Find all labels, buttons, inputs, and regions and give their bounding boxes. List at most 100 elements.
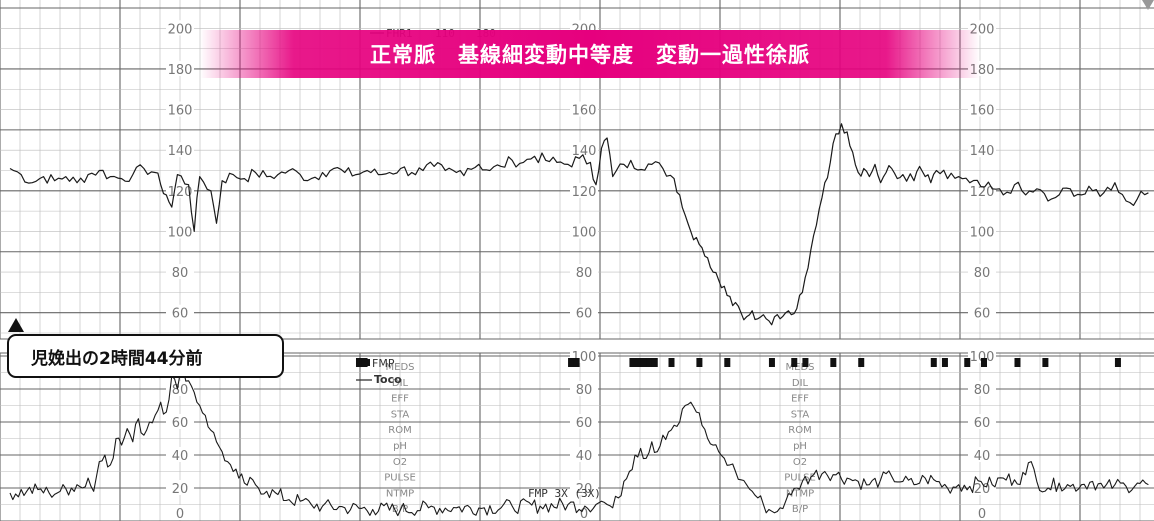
tick-label-toco: 0 [580,507,588,521]
fmp-mark [696,358,703,367]
tick-bg [570,182,598,198]
pointer-triangle [8,318,24,332]
tick-label-fhr: 120 [970,185,995,200]
tick-label-toco: 80 [576,383,593,398]
tick-label-fhr: 140 [572,144,597,159]
tick-label-toco: 0 [978,507,986,521]
tick-bg [968,447,996,462]
fmp-mark [573,358,580,367]
tick-bg [570,223,598,239]
fmp-note: FMP 3X (3X) [528,487,601,500]
tick-bg [570,447,598,462]
tick-bg [166,223,194,239]
tick-label-fhr: 200 [168,22,193,37]
side-label: B/P [792,504,808,515]
tick-bg [166,142,194,158]
corner-marker [1142,0,1154,10]
tick-label-toco: 80 [172,383,189,398]
side-label: DIL [792,378,809,389]
time-label-text: 児娩出の2時間44分前 [31,348,203,369]
tick-bg [968,101,996,117]
chart-tick-labels: 2001801601401201008060200180160140120100… [166,20,996,521]
tick-label-fhr: 140 [168,144,193,159]
tick-label-fhr: 80 [172,266,189,281]
fmp-mark [830,358,837,367]
tick-label-toco: 60 [576,416,593,431]
tick-bg [166,101,194,117]
tick-label-fhr: 160 [572,104,597,119]
tick-bg [166,414,194,429]
fmp-mark [1114,358,1121,367]
side-label: PULSE [384,473,416,484]
tick-bg [166,447,194,462]
tick-label-fhr: 180 [168,63,193,78]
toco-trace [9,367,1149,517]
tick-bg [570,381,598,396]
tick-label-fhr: 80 [576,266,593,281]
tick-bg [570,414,598,429]
side-label: pH [793,441,807,452]
fmp-mark [941,358,948,367]
tick-label-toco: 20 [974,482,991,497]
tick-label-toco: 0 [176,507,184,521]
tick-bg [968,480,996,495]
chart-series [9,123,1149,517]
tick-label-fhr: 120 [572,185,597,200]
tick-bg [968,304,996,320]
tick-bg [166,304,194,320]
tick-label-toco: 100 [970,350,995,365]
tick-label-toco: 20 [576,482,593,497]
side-label: O2 [793,457,807,468]
tick-label-toco: 40 [974,449,991,464]
tick-bg [968,223,996,239]
tick-label-fhr: 100 [168,225,193,240]
side-label: EFF [791,394,809,405]
tick-bg [166,182,194,198]
tick-label-fhr: 160 [970,104,995,119]
fmp-mark [724,358,731,367]
tick-bg [166,480,194,495]
side-label: DIL [392,378,409,389]
side-label: ROM [388,425,411,436]
legend-fmp: FMP [372,357,395,370]
tick-bg [968,142,996,158]
time-label-box: 児娩出の2時間44分前 [7,334,284,378]
fmp-mark [791,358,798,367]
tick-label-fhr: 160 [168,104,193,119]
fmp-mark [768,358,775,367]
fmp-mark [651,358,658,367]
side-label: MEDS [786,362,815,373]
side-label: STA [791,409,810,420]
fmp-mark [635,358,642,367]
side-label: MEDS [386,362,415,373]
legend-toco: Toco [374,373,402,386]
side-label: NTMP [786,488,814,499]
tick-bg [166,264,194,280]
tick-label-fhr: 100 [572,225,597,240]
fmp-mark [355,358,362,367]
tick-bg [166,20,194,36]
fmp-mark [629,358,636,367]
tick-bg [968,414,996,429]
fmp-mark [361,358,368,367]
tick-label-toco: 60 [172,416,189,431]
tick-bg [570,101,598,117]
tick-label-fhr: 60 [576,307,593,322]
fmp-mark [858,358,865,367]
tick-bg [570,480,598,495]
tick-label-fhr: 140 [970,144,995,159]
fmp-mark [964,358,971,367]
tick-bg [166,381,194,396]
side-label: O2 [393,457,407,468]
fhr-trace [9,123,1149,326]
chart-misc: FHR1110180FMPTocoFMP 3X (3X) [355,27,1121,500]
side-label: PULSE [784,473,816,484]
tick-bg [570,505,598,520]
tick-label-toco: 40 [576,449,593,464]
tick-bg [968,348,996,363]
tick-bg [968,505,996,520]
fmp-mark [930,358,937,367]
